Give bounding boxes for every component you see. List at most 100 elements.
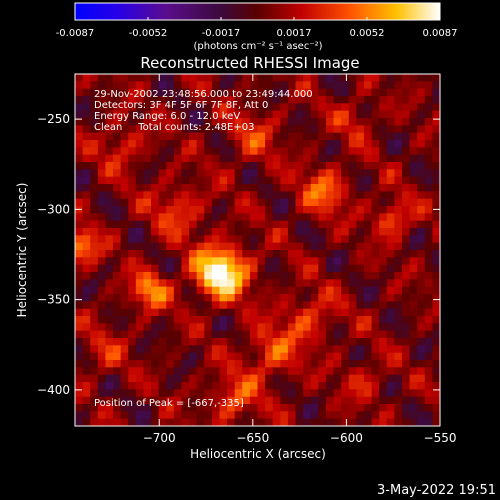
heatmap-cell <box>135 88 145 97</box>
heatmap-cell <box>97 360 107 368</box>
heatmap-cell <box>135 140 145 148</box>
heatmap-cell <box>181 169 190 178</box>
heatmap-cell <box>379 118 388 126</box>
heatmap-cell <box>424 404 433 412</box>
heatmap-cell <box>204 88 213 97</box>
heatmap-cell <box>158 176 167 185</box>
heatmap-cell <box>211 96 221 104</box>
heatmap-cell <box>158 389 167 398</box>
heatmap-cell <box>432 257 440 266</box>
heatmap-cell <box>272 404 281 412</box>
heatmap-cell <box>325 206 335 214</box>
heatmap-cell <box>303 286 312 295</box>
heatmap-cell <box>173 81 183 90</box>
heatmap-cell <box>257 235 266 244</box>
heatmap-cell <box>75 242 84 251</box>
heatmap-cell <box>181 308 190 317</box>
heatmap-cell <box>242 206 251 214</box>
heatmap-cell <box>310 162 319 170</box>
heatmap-cell <box>295 110 304 119</box>
heatmap-cell <box>189 154 198 163</box>
heatmap-cell <box>135 176 145 185</box>
heatmap-cell <box>90 308 99 317</box>
heatmap-cell <box>120 235 129 244</box>
heatmap-cell <box>379 360 388 368</box>
heatmap-cell <box>394 279 403 288</box>
heatmap-cell <box>135 110 145 119</box>
heatmap-cell <box>151 316 160 324</box>
heatmap-cell <box>379 103 388 112</box>
heatmap-cell <box>249 382 259 390</box>
heatmap-cell <box>424 250 433 258</box>
heatmap-cell <box>211 374 221 383</box>
heatmap-cell <box>409 367 418 376</box>
heatmap-cell <box>386 301 395 310</box>
heatmap-cell <box>409 242 418 251</box>
heatmap-cell <box>249 360 259 368</box>
heatmap-cell <box>189 272 198 280</box>
heatmap-cell <box>75 316 84 324</box>
heatmap-cell <box>280 228 289 236</box>
heatmap-cell <box>242 330 251 339</box>
heatmap-cell <box>287 345 297 354</box>
heatmap-cell <box>189 286 198 295</box>
heatmap-cell <box>158 250 167 258</box>
heatmap-cell <box>386 220 395 229</box>
heatmap-cell <box>181 88 190 97</box>
heatmap-cell <box>272 367 281 376</box>
colorbar-tick-label: 0.0052 <box>350 28 385 39</box>
heatmap-cell <box>394 272 403 280</box>
heatmap-cell <box>120 382 129 390</box>
heatmap-cell <box>227 323 236 332</box>
heatmap-cell <box>417 74 426 82</box>
heatmap-cell <box>113 345 122 354</box>
heatmap-cell <box>227 103 236 112</box>
heatmap-cell <box>219 118 228 126</box>
heatmap-cell <box>173 418 183 426</box>
heatmap-cell <box>394 96 403 104</box>
heatmap-cell <box>135 96 145 104</box>
heatmap-cell <box>113 272 122 280</box>
heatmap-cell <box>113 250 122 258</box>
colorbar-tick-label: 0.0017 <box>277 28 312 39</box>
heatmap-cell <box>257 404 266 412</box>
heatmap-cell <box>348 74 357 82</box>
heatmap-cell <box>249 286 259 295</box>
heatmap-cell <box>105 118 114 126</box>
heatmap-cell <box>242 103 251 112</box>
heatmap-cell <box>249 213 259 222</box>
heatmap-cell <box>75 345 84 354</box>
heatmap-cell <box>295 345 304 354</box>
heatmap-cell <box>249 345 259 354</box>
heatmap-cell <box>280 389 289 398</box>
heatmap-cell <box>151 191 160 200</box>
heatmap-cell <box>348 374 357 383</box>
heatmap-cell <box>386 198 395 207</box>
heatmap-cell <box>143 257 152 266</box>
heatmap-cell <box>257 308 266 317</box>
heatmap-cell <box>310 382 319 390</box>
heatmap-cell <box>234 294 243 302</box>
heatmap-cell <box>341 103 350 112</box>
heatmap-cell <box>151 374 160 383</box>
heatmap-cell <box>386 404 395 412</box>
heatmap-cell <box>348 96 357 104</box>
heatmap-cell <box>272 330 281 339</box>
heatmap-cell <box>135 294 145 302</box>
heatmap-cell <box>257 147 266 156</box>
heatmap-cell <box>113 184 122 192</box>
heatmap-cell <box>158 323 167 332</box>
heatmap-cell <box>295 125 304 134</box>
heatmap-cell <box>272 147 281 156</box>
heatmap-cell <box>196 110 205 119</box>
heatmap-cell <box>409 103 418 112</box>
heatmap-cell <box>303 176 312 185</box>
heatmap-cell <box>287 294 297 302</box>
heatmap-cell <box>280 301 289 310</box>
heatmap-cell <box>303 213 312 222</box>
heatmap-cell <box>310 213 319 222</box>
heatmap-cell <box>303 404 312 412</box>
heatmap-cell <box>394 220 403 229</box>
heatmap-cell <box>75 279 84 288</box>
